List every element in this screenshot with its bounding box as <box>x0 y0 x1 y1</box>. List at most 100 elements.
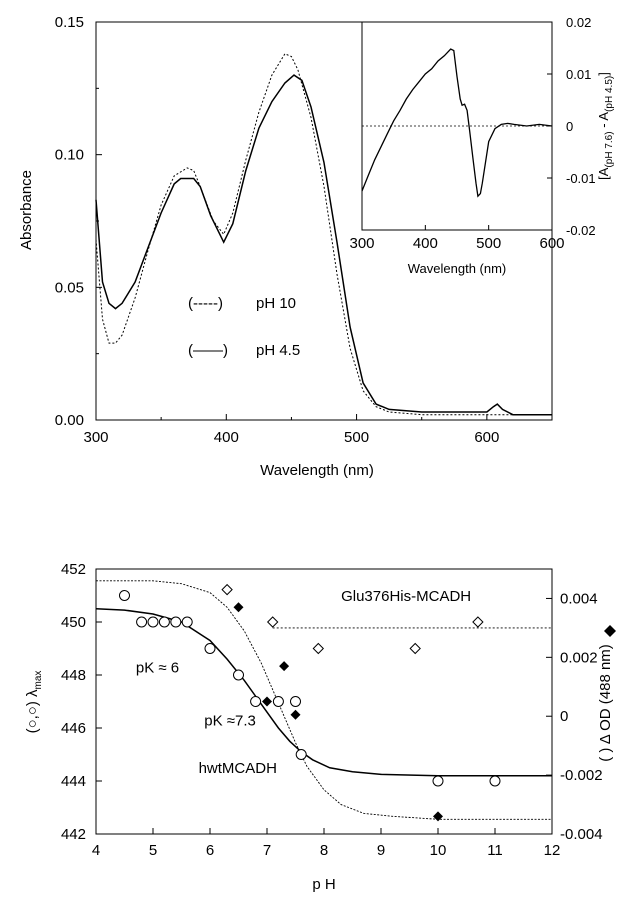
ph-annotation: pK ≈ 6 <box>136 659 179 676</box>
legend-marker-ph45: (——) <box>188 342 228 359</box>
absorbance-series <box>95 53 552 416</box>
filled-diamond-point <box>279 661 290 672</box>
abs-series-dashed-line <box>95 53 552 416</box>
ph-y-right-tick-label: 0 <box>560 708 568 725</box>
open-diamond-point <box>312 642 325 655</box>
inset-y-label: [A(pH 7.6) - A(pH 4.5)] <box>596 72 615 180</box>
inset-chart: 300 400 500 600 -0.02 -0.01 0 0.01 0.02 Wavelen… <box>349 15 615 276</box>
absorbance-legend: (-----) pH 10 (——) pH 4.5 <box>188 295 300 359</box>
ph-y-right-tick-label: 0.004 <box>560 590 598 607</box>
inset-y-label-mid: - A <box>596 112 611 132</box>
ph-y-right-tick-label: 0.002 <box>560 649 598 666</box>
inset-x-tick-label: 300 <box>349 235 374 252</box>
ph-y-label-left-main: λ <box>24 689 41 697</box>
ph-series <box>95 580 552 822</box>
ph-x-tick-label: 5 <box>149 842 157 859</box>
ph-y-ticks-left: 442 444 446 448 450 452 <box>61 561 102 843</box>
open-diamond-point <box>472 616 484 628</box>
ph-y-left-tick-label: 452 <box>61 561 86 578</box>
ph-plot-frame <box>95 568 553 835</box>
absorbance-y-label: Absorbance <box>18 170 35 250</box>
ph-x-tick-label: 9 <box>377 842 385 859</box>
ph-x-tick-label: 12 <box>544 842 561 859</box>
ph-y-label-left-sub: max <box>33 671 44 690</box>
ph-y-label-left: (○,○) λmax <box>24 671 44 734</box>
ph-x-ticks: 4 5 6 7 8 9 10 11 12 <box>92 828 561 859</box>
right-axis-filled-diamond-icon <box>604 625 616 637</box>
ph-x-tick-label: 11 <box>487 842 503 859</box>
ph-y-right-tick-label: -0.004 <box>560 826 603 843</box>
inset-y-tick-label: -0.02 <box>566 223 596 238</box>
ph-y-label-left-marker: (○,○) <box>24 701 41 733</box>
hwt-open-circle-point <box>181 616 193 628</box>
inset-x-tick-label: 400 <box>413 235 438 252</box>
hwt-open-circle-point <box>233 669 244 681</box>
ph-x-tick-label: 8 <box>320 842 328 859</box>
inset-background <box>362 22 552 230</box>
abs-x-tick-label: 500 <box>344 429 369 446</box>
abs-x-tick-label: 300 <box>83 429 108 446</box>
inset-y-tick-label: -0.01 <box>566 171 596 186</box>
inset-y-label-sub2: (pH 4.5) <box>604 76 615 112</box>
inset-y-tick-label: 0 <box>566 119 573 134</box>
inset-series <box>361 48 553 198</box>
abs-series-solid-line <box>95 74 552 416</box>
open-diamond-point <box>221 583 233 596</box>
inset-y-label-sub1: (pH 7.6) <box>604 131 615 167</box>
ph-y-label-right-text: Δ OD (488 nm) <box>597 644 614 744</box>
open-diamond-point <box>266 616 279 628</box>
ph-y-left-tick-label: 446 <box>61 720 86 737</box>
legend-marker-ph10: (-----) <box>188 295 223 312</box>
absorbance-x-ticks: 300 400 500 600 <box>83 414 553 446</box>
inset-y-tick-label: 0.02 <box>566 15 591 30</box>
ph-x-tick-label: 10 <box>430 842 447 859</box>
ph-y-left-tick-label: 444 <box>61 773 86 790</box>
abs-x-tick-label: 600 <box>474 429 499 446</box>
hwt-open-circle-point <box>170 616 182 628</box>
abs-y-tick-label: 0.05 <box>55 279 84 296</box>
absorbance-x-label: Wavelength (nm) <box>260 462 374 479</box>
ph-x-tick-label: 6 <box>206 842 214 859</box>
hwt-open-circle-point <box>272 696 284 707</box>
ph-y-right-tick-label: -0.002 <box>560 767 603 784</box>
ph-x-tick-label: 7 <box>263 842 271 859</box>
legend-label-ph10: pH 10 <box>256 295 296 312</box>
open-diamond-point <box>409 642 421 655</box>
inset-difference-line <box>361 48 553 198</box>
hwt-open-circle-point <box>136 616 148 628</box>
filled-diamond-point <box>290 709 301 720</box>
legend-label-ph45: pH 4.5 <box>256 342 300 359</box>
ph-annotation: Glu376His-MCADH <box>341 588 471 605</box>
ph-y-label-right-marker: ( ) <box>597 748 614 762</box>
ph-annotation: hwtMCADH <box>199 760 277 777</box>
ph-annotations: Glu376His-MCADH pK ≈ 6 pK ≈7.3 hwtMCADH <box>136 588 471 777</box>
ph-annotation: pK ≈7.3 <box>204 712 256 729</box>
inset-x-tick-label: 600 <box>539 235 564 252</box>
hwt-open-circle-point <box>204 643 216 654</box>
hwt-open-circle-point <box>489 775 501 787</box>
hwt-open-circle-point <box>295 749 307 760</box>
ph-y-ticks-right: -0.004 -0.002 0 0.002 0.004 <box>546 590 603 843</box>
inset-y-label-end: ] <box>596 72 611 76</box>
inset-x-tick-label: 500 <box>476 235 501 252</box>
inset-x-label: Wavelength (nm) <box>408 261 507 276</box>
hwt-open-circle-point <box>158 616 170 628</box>
filled-diamond-point <box>433 811 443 822</box>
absorbance-y-ticks: 0.00 0.05 0.10 0.15 <box>55 14 102 429</box>
inset-y-ticks: -0.02 -0.01 0 0.01 0.02 <box>547 15 596 238</box>
abs-x-tick-label: 400 <box>214 429 239 446</box>
ph-y-left-tick-label: 450 <box>61 614 86 631</box>
hwt-open-circle-point <box>250 696 262 707</box>
abs-y-tick-label: 0.00 <box>55 412 84 429</box>
inset-y-label-main: [A <box>596 167 611 180</box>
hwt-open-circle-point <box>290 696 301 707</box>
inset-y-tick-label: 0.01 <box>566 67 591 82</box>
hwt-open-circle-point <box>147 616 159 628</box>
hwt-open-circle-point <box>432 775 444 787</box>
abs-y-tick-label: 0.15 <box>55 14 84 31</box>
hwt-open-circle-point <box>119 590 130 601</box>
filled-diamond-point <box>233 602 244 613</box>
absorbance-chart: 300 400 500 600 0.00 0.05 0.10 0.15 Wavelength… <box>18 14 553 479</box>
